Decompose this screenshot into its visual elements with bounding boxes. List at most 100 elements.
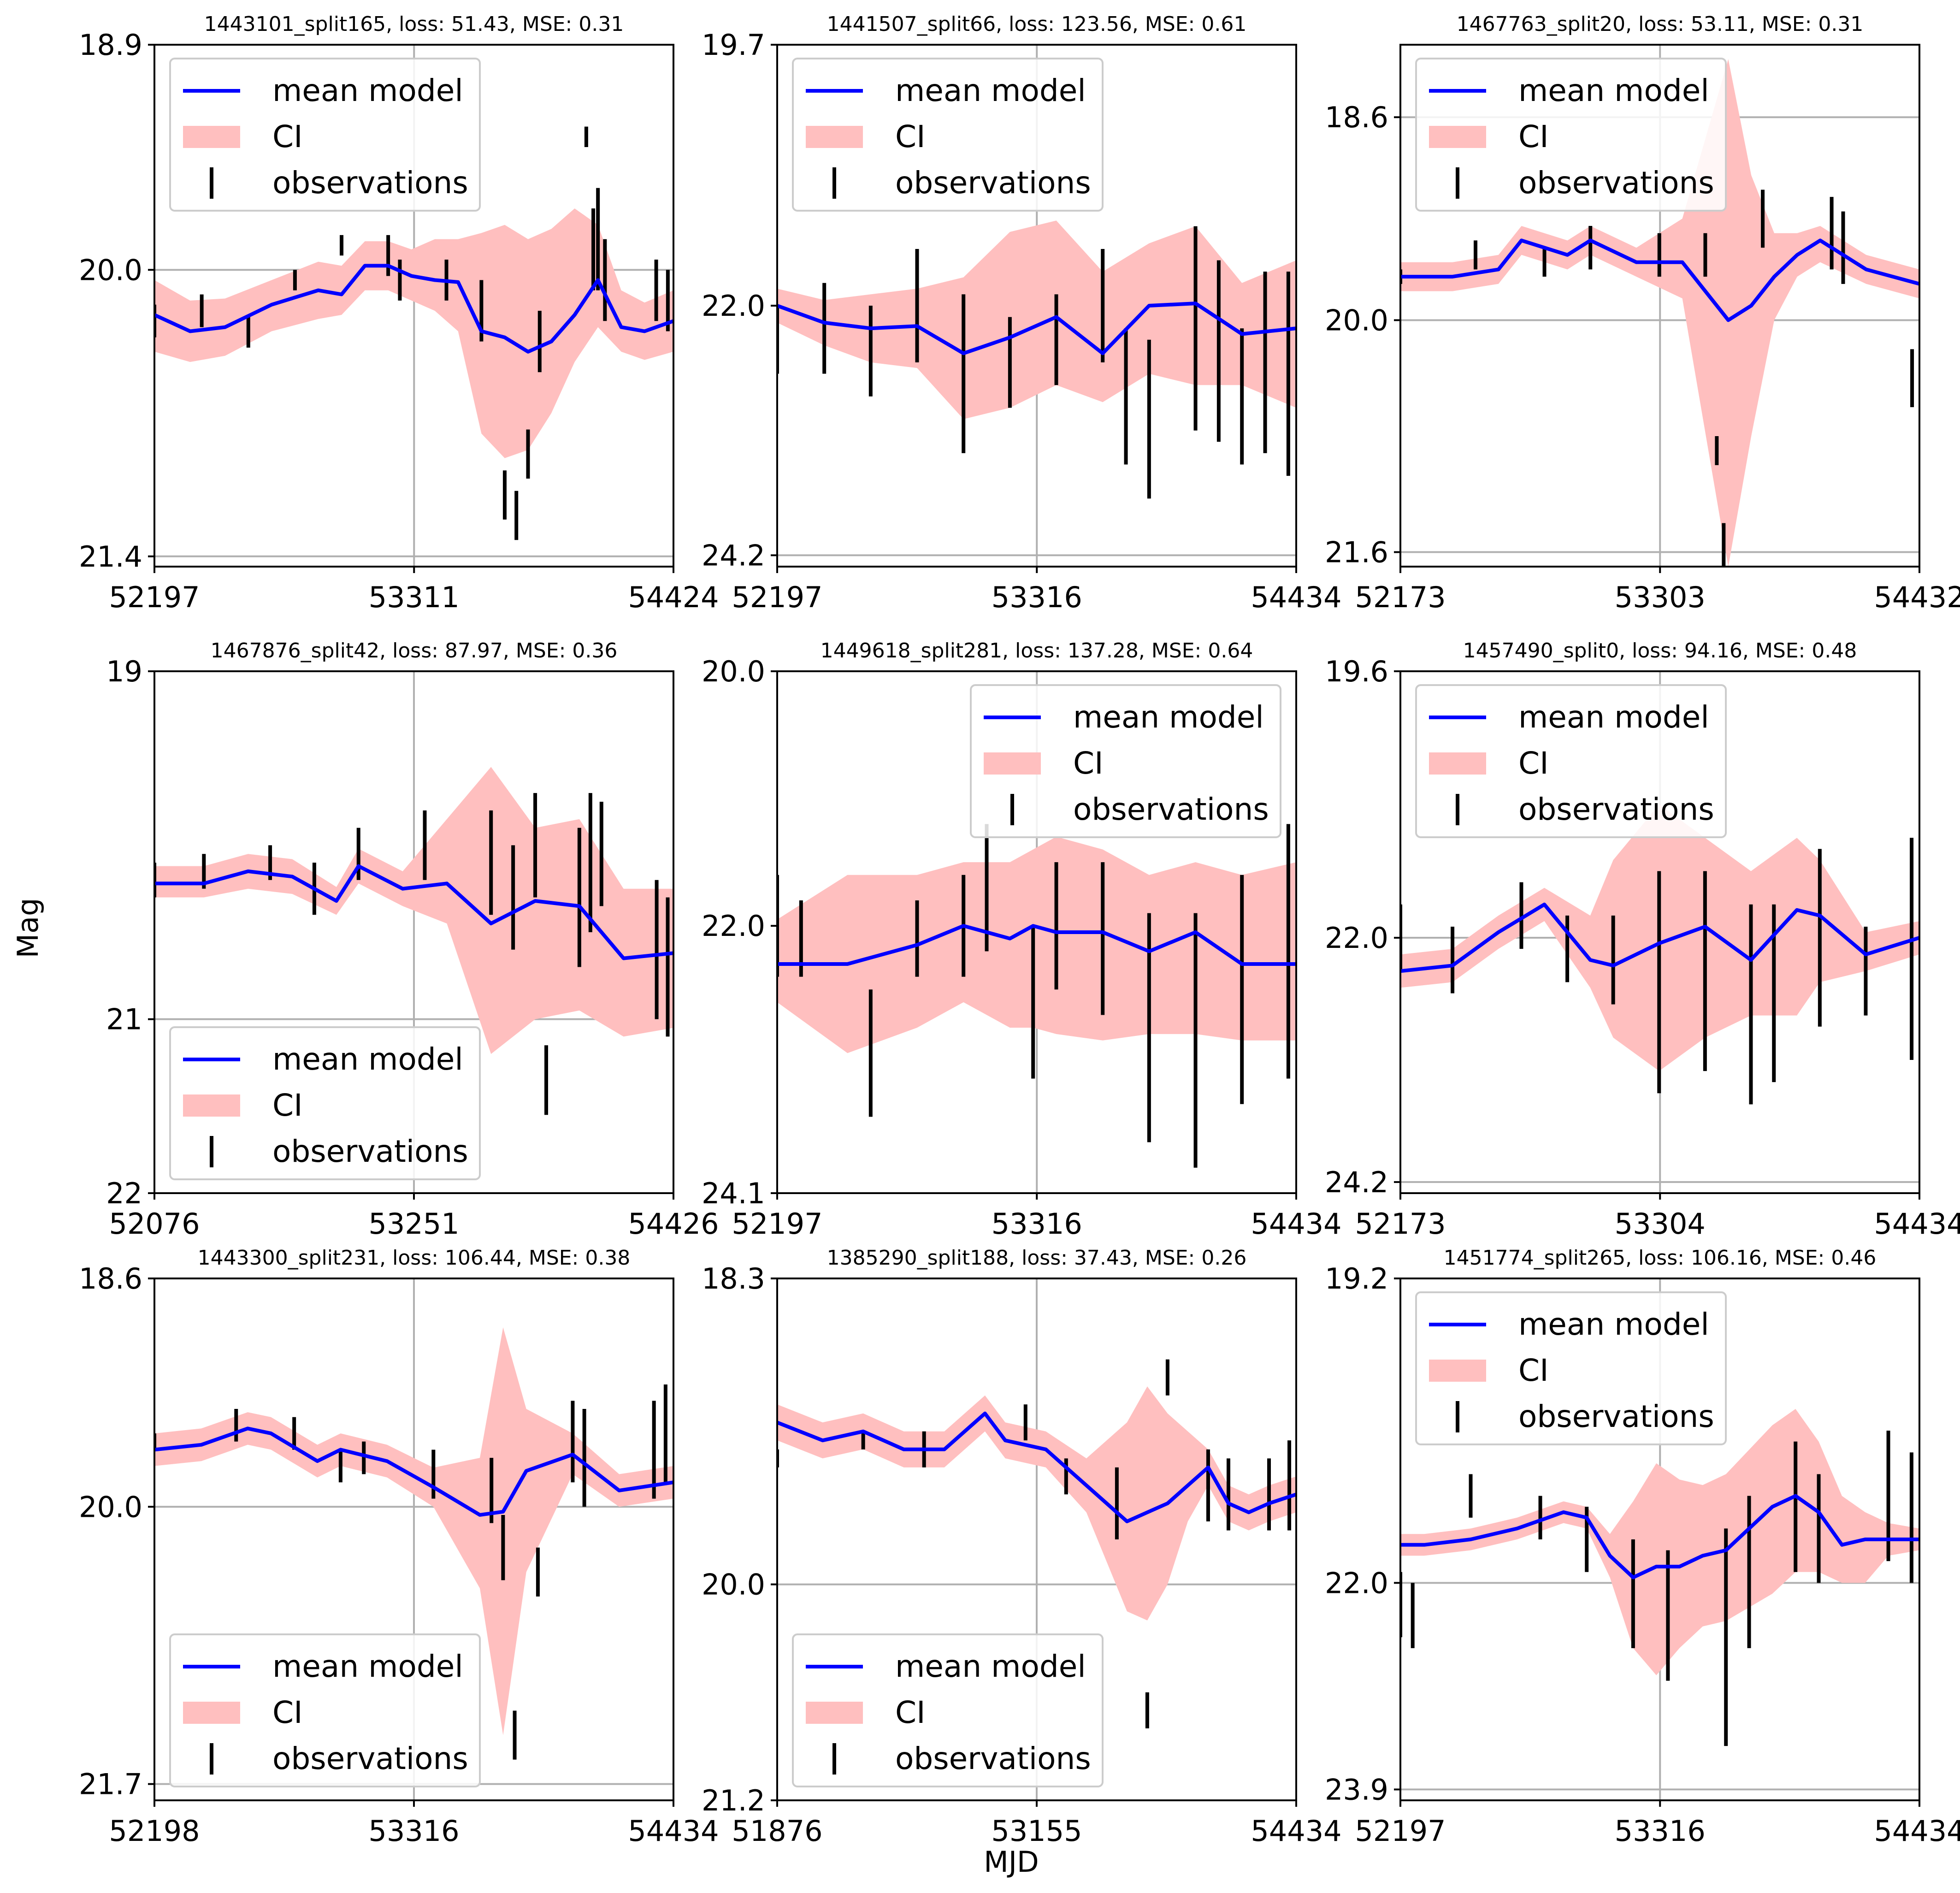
x-tick-label: 54426: [628, 1207, 719, 1241]
mean-model-line: [154, 864, 673, 960]
subplot-6: 1457490_split0, loss: 94.16, MSE: 0.48 52…: [1325, 639, 1960, 1241]
subplot-title: 1441507_split66, loss: 123.56, MSE: 0.61: [827, 12, 1247, 36]
legend-ci-swatch: [183, 1094, 240, 1117]
x-tick-label: 52076: [109, 1207, 200, 1241]
y-tick-label: 21: [106, 1003, 142, 1036]
legend-obs-label: observations: [272, 165, 468, 201]
x-tick-label: 52197: [732, 1207, 822, 1241]
x-tick-label: 54434: [628, 1814, 719, 1848]
y-tick-label: 20.0: [702, 655, 765, 688]
legend-ci-label: CI: [895, 1695, 926, 1730]
legend-ci-label: CI: [895, 119, 926, 154]
legend: mean model CI observations: [169, 1633, 481, 1787]
legend-model-label: mean model: [272, 1649, 463, 1684]
y-tick-label: 20.0: [1325, 303, 1388, 337]
subplot-title: 1467876_split42, loss: 87.97, MSE: 0.36: [211, 639, 618, 663]
legend-box: [1415, 58, 1727, 212]
x-tick-label: 53155: [991, 1814, 1082, 1848]
y-tick-label: 20.0: [79, 253, 142, 287]
legend-obs-label: observations: [272, 1741, 468, 1776]
x-tick-label: 52197: [732, 580, 822, 614]
y-tick-label: 23.9: [1325, 1773, 1388, 1806]
subplot-9: 1451774_split265, loss: 106.16, MSE: 0.4…: [1325, 1246, 1960, 1848]
ci-band: [777, 220, 1296, 420]
y-tick-label: 22.0: [702, 289, 765, 323]
legend-obs-label: observations: [895, 1741, 1091, 1776]
ci-band: [1400, 1409, 1919, 1675]
mean-model-line: [1400, 238, 1919, 322]
y-tick-label: 18.6: [79, 1262, 142, 1296]
legend: mean model CI observations: [1415, 58, 1727, 212]
x-tick-label: 52173: [1355, 580, 1446, 614]
subplot-3: 1467763_split20, loss: 53.11, MSE: 0.31 5…: [1325, 12, 1960, 614]
y-tick-label: 19.2: [1325, 1262, 1388, 1296]
legend: mean model CI observations: [792, 58, 1104, 212]
legend-ci-swatch: [806, 126, 863, 148]
legend-ci-label: CI: [272, 1695, 303, 1730]
mean-model-line: [777, 1411, 1296, 1523]
subplot-4: 1467876_split42, loss: 87.97, MSE: 0.36 5…: [106, 639, 719, 1241]
y-tick-label: 22: [106, 1177, 142, 1210]
y-tick-label: 21.6: [1325, 536, 1388, 569]
subplot-title: 1457490_split0, loss: 94.16, MSE: 0.48: [1463, 639, 1857, 663]
legend-model-label: mean model: [272, 1041, 463, 1077]
x-tick-label: 53316: [368, 1814, 459, 1848]
legend-box: [1415, 684, 1727, 838]
y-tick-label: 21.2: [702, 1784, 765, 1817]
subplot-title: 1443300_split231, loss: 106.44, MSE: 0.3…: [198, 1246, 631, 1270]
mean-model-line: [154, 1426, 673, 1517]
legend-obs-label: observations: [1518, 1399, 1714, 1434]
plot-area: [1400, 805, 1919, 1105]
x-tick-label: 52173: [1355, 1207, 1446, 1241]
legend-obs-label: observations: [1518, 165, 1714, 201]
legend: mean model CI observations: [1415, 684, 1727, 838]
legend: mean model CI observations: [1415, 1291, 1727, 1445]
subplot-title: 1443101_split165, loss: 51.43, MSE: 0.31: [204, 12, 624, 36]
y-tick-label: 20.0: [702, 1568, 765, 1602]
legend: mean model CI observations: [169, 58, 481, 212]
plot-area: [777, 824, 1296, 1168]
x-tick-label: 53311: [369, 580, 460, 614]
y-tick-label: 24.1: [702, 1177, 765, 1210]
x-tick-label: 54424: [628, 580, 719, 614]
subplot-title: 1385290_split188, loss: 37.43, MSE: 0.26: [827, 1246, 1247, 1270]
ci-band: [154, 1327, 673, 1735]
legend-box: [792, 58, 1104, 212]
x-tick-label: 52197: [1355, 1814, 1446, 1848]
legend-ci-label: CI: [1518, 1353, 1549, 1388]
legend-box: [169, 1633, 481, 1787]
y-tick-label: 18.3: [702, 1262, 765, 1296]
x-tick-label: 53251: [368, 1207, 459, 1241]
subplot-2: 1441507_split66, loss: 123.56, MSE: 0.61…: [702, 12, 1342, 614]
x-tick-label: 54434: [1874, 1814, 1960, 1848]
legend-box: [169, 1026, 481, 1180]
y-tick-label: 24.2: [702, 538, 765, 572]
plot-area: [777, 220, 1296, 499]
legend-model-label: mean model: [1518, 1307, 1709, 1342]
subplot-1: 1443101_split165, loss: 51.43, MSE: 0.31…: [79, 12, 719, 614]
subplot-grid: 1443101_split165, loss: 51.43, MSE: 0.31…: [79, 12, 1960, 1848]
legend-ci-swatch: [1429, 1360, 1486, 1382]
legend-ci-swatch: [183, 1702, 240, 1724]
x-tick-label: 51876: [732, 1814, 822, 1848]
legend: mean model CI observations: [169, 1026, 481, 1180]
x-tick-label: 54434: [1874, 1207, 1960, 1241]
legend: mean model CI observations: [792, 1633, 1104, 1787]
legend-ci-label: CI: [272, 1088, 303, 1123]
legend-model-label: mean model: [1073, 699, 1264, 735]
mean-model-line: [1400, 902, 1919, 973]
legend-ci-swatch: [806, 1702, 863, 1724]
y-tick-label: 22.0: [702, 909, 765, 943]
subplot-title: 1467763_split20, loss: 53.11, MSE: 0.31: [1457, 12, 1864, 36]
subplot-title: 1451774_split265, loss: 106.16, MSE: 0.4…: [1444, 1246, 1877, 1270]
subplot-title: 1449618_split281, loss: 137.28, MSE: 0.6…: [821, 639, 1253, 663]
ci-band: [154, 208, 673, 458]
y-tick-label: 18.9: [79, 28, 142, 62]
legend-ci-label: CI: [1518, 745, 1549, 781]
legend: mean model CI observations: [970, 684, 1281, 838]
y-tick-label: 19.7: [702, 28, 765, 62]
mean-model-line: [777, 302, 1296, 355]
ci-band: [777, 1386, 1296, 1621]
legend-ci-swatch: [984, 752, 1041, 775]
